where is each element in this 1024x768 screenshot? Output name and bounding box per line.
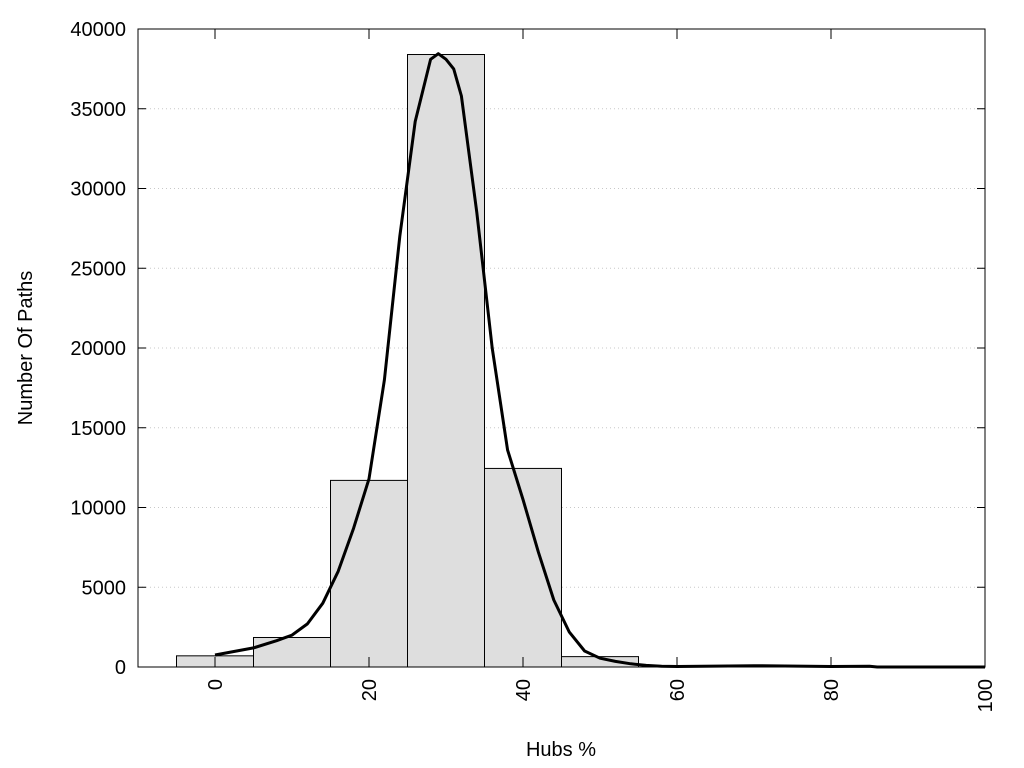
y-tick-label: 25000 <box>70 258 126 280</box>
y-tick-label: 35000 <box>70 99 126 121</box>
x-tick-label: 60 <box>667 679 689 701</box>
bars <box>176 54 639 668</box>
y-axis-title: Number Of Paths <box>15 271 37 426</box>
x-tick-label: 0 <box>205 679 227 690</box>
x-tick-label: 100 <box>975 679 997 712</box>
x-tick-label: 80 <box>821 679 843 701</box>
y-ticks: 0 5000 10000 15000 20000 25000 30000 35000 40000 <box>70 19 985 679</box>
y-tick-label: 5000 <box>82 577 127 599</box>
y-tick-label: 30000 <box>70 179 126 201</box>
bar <box>484 467 562 668</box>
x-axis-title: Hubs % <box>526 739 596 761</box>
x-ticks: 0 20 40 60 80 100 <box>205 29 997 712</box>
y-tick-label: 15000 <box>70 418 126 440</box>
x-tick-label: 40 <box>513 679 535 701</box>
y-tick-label: 10000 <box>70 498 126 520</box>
y-tick-label: 20000 <box>70 338 126 360</box>
bar <box>407 54 485 668</box>
y-tick-label: 40000 <box>70 19 126 41</box>
x-tick-label: 20 <box>359 679 381 701</box>
bar <box>253 636 331 668</box>
y-tick-label: 0 <box>115 657 126 679</box>
bar <box>330 479 408 668</box>
